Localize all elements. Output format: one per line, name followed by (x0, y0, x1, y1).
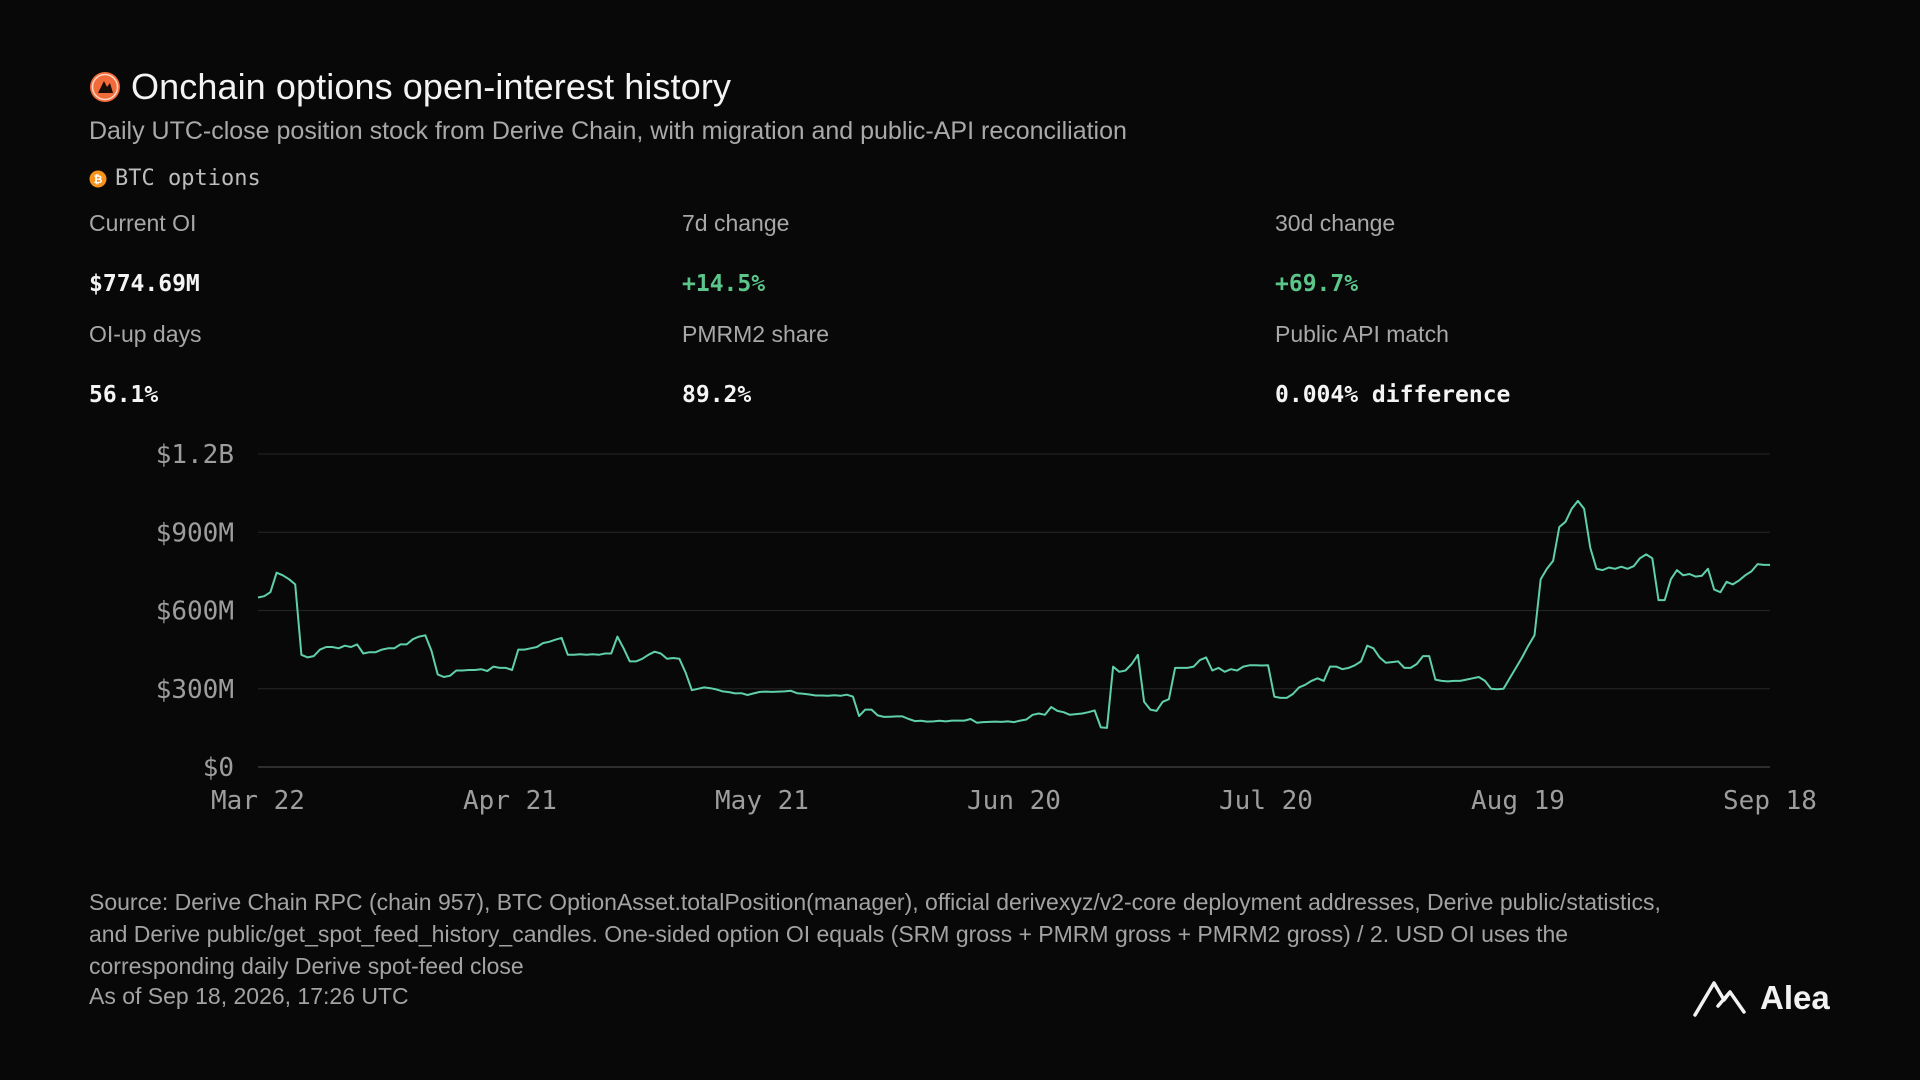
stat-value: $774.69M (89, 271, 200, 297)
stat-value: +69.7% (1275, 271, 1359, 297)
y-tick-label: $1.2B (156, 440, 234, 470)
stat-public-api-match: Public API match 0.004% difference (1275, 321, 1835, 408)
x-tick-label: Apr 21 (463, 786, 557, 816)
as-of-timestamp: As of Sep 18, 2026, 17:26 UTC (89, 983, 409, 1009)
y-tick-label: $300M (156, 675, 234, 705)
alea-logo: Alea (1692, 978, 1830, 1018)
stat-label: PMRM2 share (682, 321, 829, 347)
x-tick-label: May 21 (715, 786, 809, 816)
y-tick-label: $900M (156, 518, 234, 548)
brand-mark (98, 81, 113, 93)
logo-text: Alea (1760, 979, 1830, 1016)
series-tag-label: BTC options (115, 166, 261, 191)
stat-value: 0.004% difference (1275, 382, 1511, 408)
series-tag: ₿ BTC options (89, 166, 261, 191)
source-note: Source: Derive Chain RPC (chain 957), BT… (89, 889, 1661, 979)
y-tick-label: $600M (156, 597, 234, 627)
bitcoin-icon: ₿ (89, 170, 107, 187)
stat-30d-change: 30d change +69.7% (1275, 210, 1835, 297)
brand-ring (91, 73, 119, 101)
alea-logo-icon (1693, 981, 1746, 1017)
x-tick-label: Sep 18 (1723, 786, 1817, 816)
stat-label: 7d change (682, 210, 790, 236)
stat-label: OI-up days (89, 321, 202, 347)
x-tick-label: Jul 20 (1219, 786, 1313, 816)
stat-current-oi: Current OI $774.69M (89, 210, 649, 297)
btc-glyph: ₿ (94, 174, 103, 186)
stat-value: +14.5% (682, 271, 766, 297)
x-tick-label: Mar 22 (211, 786, 305, 816)
stat-value: 56.1% (89, 382, 159, 408)
stat-label: Public API match (1275, 321, 1449, 347)
stat-label: Current OI (89, 210, 197, 236)
series-line-btc-oi (257, 499, 1770, 729)
stat-value: 89.2% (682, 382, 752, 408)
chart-title: Onchain options open-interest history (131, 66, 732, 107)
stat-label: 30d change (1275, 210, 1396, 236)
btc-circle (89, 170, 107, 187)
x-axis: Mar 22 Apr 21 May 21 Jun 20 Jul 20 Aug 19 Sep … (211, 786, 1817, 816)
stat-7d-change: 7d change +14.5% (682, 210, 1242, 297)
oi-line-chart: $0 $300M $600M $900M $1.2B Mar 22 Apr 21 May 2… (156, 440, 1817, 816)
series-layer (257, 499, 1770, 729)
stat-pmrm2-share: PMRM2 share 89.2% (682, 321, 1242, 408)
alea-mark (1693, 981, 1746, 1017)
x-tick-label: Jun 20 (967, 786, 1061, 816)
grid-layer (258, 453, 1770, 768)
derive-flame-icon (90, 72, 120, 102)
stat-oi-up-days: OI-up days 56.1% (89, 321, 649, 408)
x-tick-label: Aug 19 (1471, 786, 1565, 816)
title-row: Onchain options open-interest history (89, 66, 731, 108)
y-tick-label: $0 (203, 753, 234, 783)
chart-subtitle: Daily UTC-close position stock from Deri… (89, 117, 1127, 145)
y-axis: $0 $300M $600M $900M $1.2B (156, 440, 234, 783)
